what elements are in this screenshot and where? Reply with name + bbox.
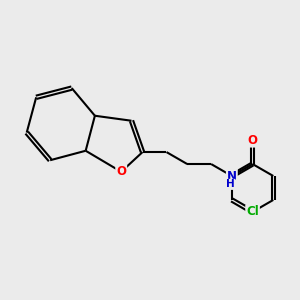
Text: O: O <box>248 134 258 147</box>
Text: H: H <box>226 179 235 189</box>
Text: Cl: Cl <box>246 206 259 218</box>
Text: N: N <box>227 169 237 182</box>
Text: O: O <box>116 165 126 178</box>
